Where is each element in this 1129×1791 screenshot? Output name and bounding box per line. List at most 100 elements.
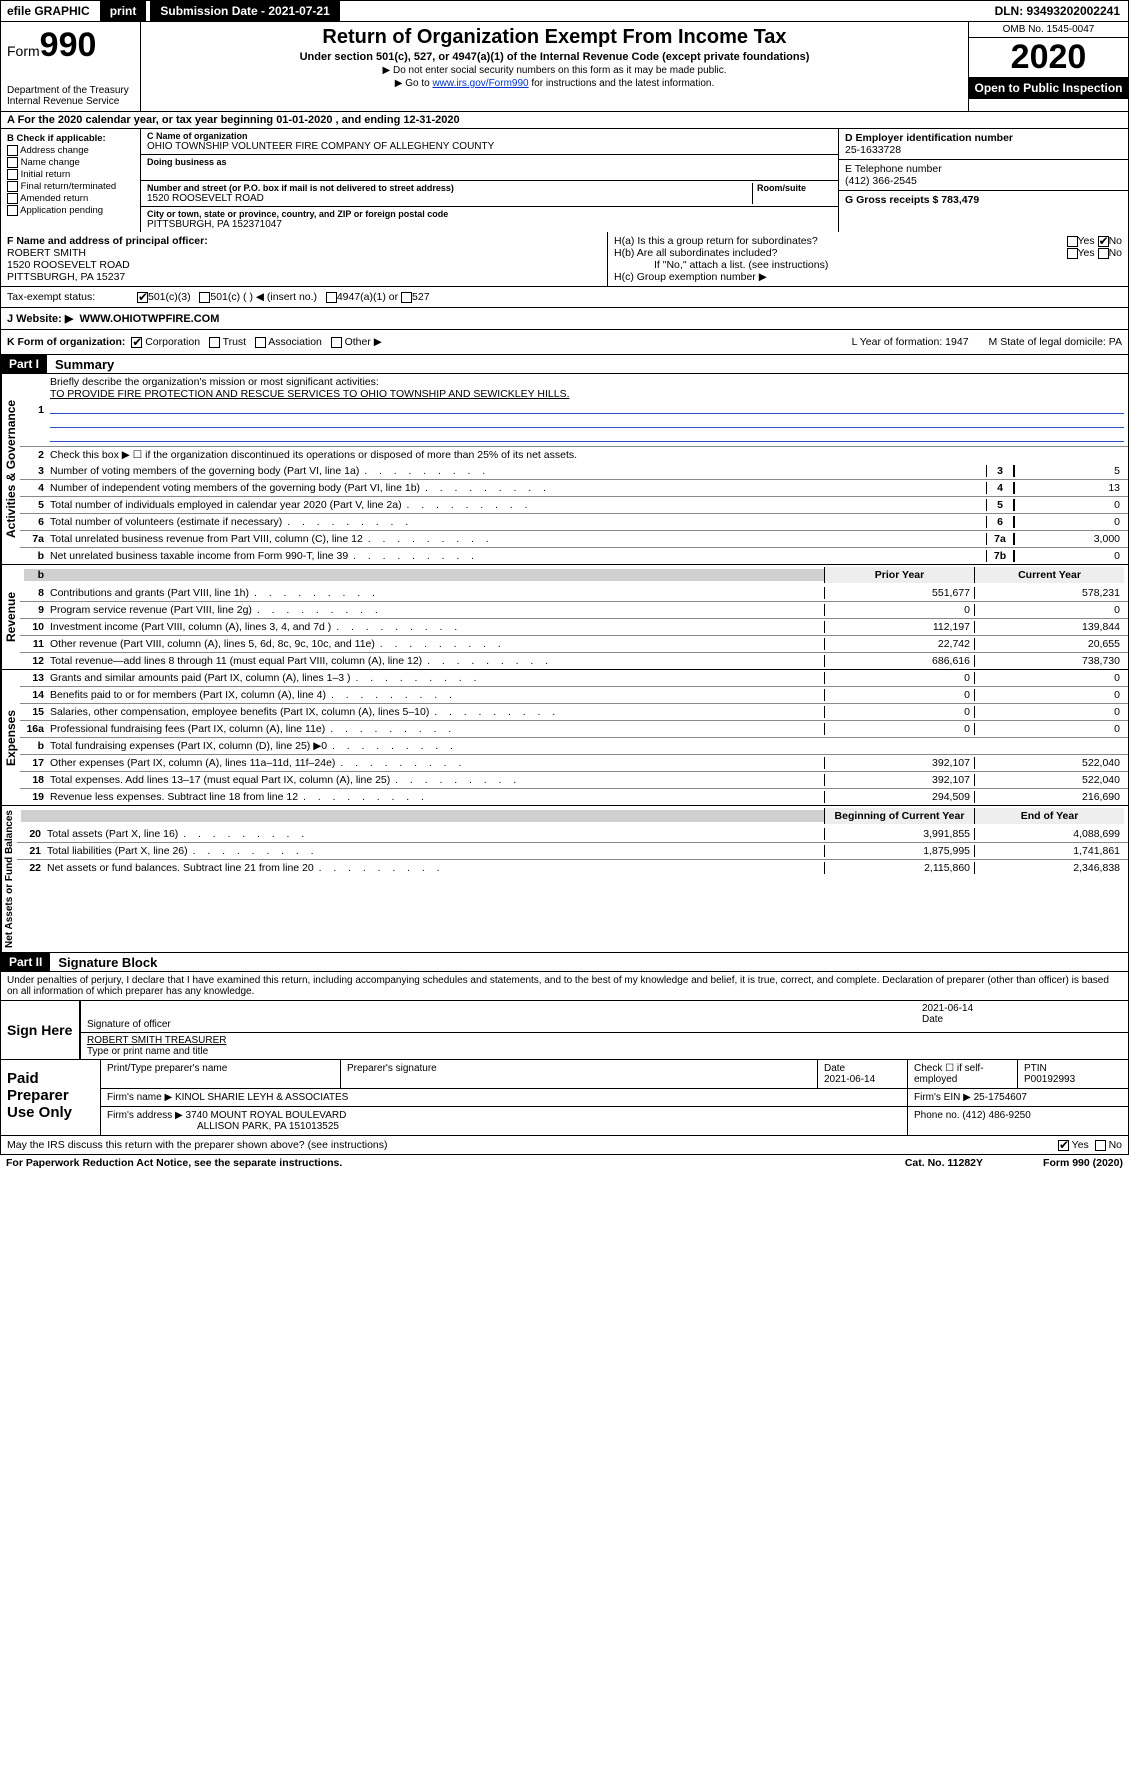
- prep-name-hdr: Print/Type preparer's name: [101, 1060, 341, 1088]
- bottom-note: For Paperwork Reduction Act Notice, see …: [0, 1155, 1129, 1171]
- chk-trust[interactable]: [209, 337, 220, 348]
- sig-date-label: Date: [922, 1014, 1122, 1025]
- gov-line-6: 6 Total number of volunteers (estimate i…: [20, 513, 1128, 530]
- begin-year-hdr: Beginning of Current Year: [824, 808, 974, 824]
- form-title: Return of Organization Exempt From Incom…: [147, 26, 962, 49]
- website-label: J Website: ▶: [7, 313, 73, 325]
- officer-addr: 1520 ROOSEVELT ROAD: [7, 259, 130, 271]
- exp-line-15: 15 Salaries, other compensation, employe…: [20, 703, 1128, 720]
- rev-line-10: 10 Investment income (Part VIII, column …: [20, 618, 1128, 635]
- room-label: Room/suite: [757, 183, 832, 193]
- ptin: P00192993: [1024, 1074, 1075, 1085]
- discuss-yes[interactable]: [1058, 1140, 1069, 1151]
- ein-label: D Employer identification number: [845, 132, 1013, 144]
- discuss-no[interactable]: [1095, 1140, 1106, 1151]
- net-line-22: 22 Net assets or fund balances. Subtract…: [17, 859, 1128, 876]
- governance-vlabel: Activities & Governance: [1, 374, 20, 564]
- sig-printed-name: ROBERT SMITH TREASURER: [87, 1035, 1122, 1046]
- part1-title: Summary: [47, 357, 114, 372]
- goto-prefix: ▶ Go to: [395, 78, 433, 89]
- chk-final-return[interactable]: Final return/terminated: [7, 181, 134, 192]
- exp-line-b: b Total fundraising expenses (Part IX, c…: [20, 737, 1128, 754]
- dept-label: Department of the Treasury: [7, 85, 134, 96]
- form-footer: Form 990 (2020): [1043, 1157, 1123, 1169]
- box-b: B Check if applicable: Address change Na…: [1, 129, 141, 232]
- phone-value: (412) 366-2545: [845, 175, 917, 187]
- part1-badge: Part I: [1, 355, 47, 373]
- omb-number: OMB No. 1545-0047: [969, 22, 1128, 38]
- expenses-vlabel: Expenses: [1, 670, 20, 805]
- header-center: Return of Organization Exempt From Incom…: [141, 22, 968, 111]
- exp-line-18: 18 Total expenses. Add lines 13–17 (must…: [20, 771, 1128, 788]
- exp-line-14: 14 Benefits paid to or for members (Part…: [20, 686, 1128, 703]
- chk-application-pending[interactable]: Application pending: [7, 205, 134, 216]
- rev-line-11: 11 Other revenue (Part VIII, column (A),…: [20, 635, 1128, 652]
- discuss-row: May the IRS discuss this return with the…: [0, 1136, 1129, 1155]
- firm-phone: (412) 486-9250: [962, 1110, 1030, 1121]
- net-line-21: 21 Total liabilities (Part X, line 26) 1…: [17, 842, 1128, 859]
- officer-name: ROBERT SMITH: [7, 247, 86, 259]
- form-note-ssn: ▶ Do not enter social security numbers o…: [147, 65, 962, 76]
- row-k: K Form of organization: Corporation Trus…: [0, 330, 1129, 355]
- h-c-label: H(c) Group exemption number ▶: [614, 271, 1122, 283]
- irs-link[interactable]: www.irs.gov/Form990: [432, 78, 528, 89]
- firm-addr2: ALLISON PARK, PA 151013525: [107, 1121, 339, 1132]
- line2-text: Check this box ▶ ☐ if the organization d…: [50, 449, 1124, 461]
- chk-amended-return[interactable]: Amended return: [7, 193, 134, 204]
- firm-name: KINOL SHARIE LEYH & ASSOCIATES: [175, 1092, 348, 1103]
- chk-initial-return[interactable]: Initial return: [7, 169, 134, 180]
- prep-date: 2021-06-14: [824, 1074, 875, 1085]
- chk-other[interactable]: [331, 337, 342, 348]
- website-value: WWW.OHIOTWPFIRE.COM: [79, 313, 219, 325]
- chk-corporation[interactable]: [131, 337, 142, 348]
- state-domicile: M State of legal domicile: PA: [989, 336, 1122, 348]
- chk-association[interactable]: [255, 337, 266, 348]
- print-button[interactable]: print: [100, 1, 147, 21]
- prep-selfemp: Check ☐ if self-employed: [908, 1060, 1018, 1088]
- firm-ein: 25-1754607: [974, 1092, 1027, 1103]
- chk-4947[interactable]: [326, 292, 337, 303]
- chk-address-change[interactable]: Address change: [7, 145, 134, 156]
- firm-addr1: 3740 MOUNT ROYAL BOULEVARD: [186, 1110, 347, 1121]
- sig-date: 2021-06-14: [922, 1003, 1122, 1014]
- gov-line-7a: 7a Total unrelated business revenue from…: [20, 530, 1128, 547]
- revenue-vlabel: Revenue: [1, 565, 20, 669]
- year-formation: L Year of formation: 1947: [852, 336, 969, 348]
- exp-line-16a: 16a Professional fundraising fees (Part …: [20, 720, 1128, 737]
- gov-line-3: 3 Number of voting members of the govern…: [20, 463, 1128, 479]
- dba-label: Doing business as: [147, 157, 832, 167]
- rev-line-8: 8 Contributions and grants (Part VIII, l…: [20, 585, 1128, 601]
- tax-status-label: Tax-exempt status:: [7, 291, 137, 303]
- box-h: H(a) Is this a group return for subordin…: [608, 232, 1128, 286]
- exp-line-13: 13 Grants and similar amounts paid (Part…: [20, 670, 1128, 686]
- row-fh: F Name and address of principal officer:…: [0, 232, 1129, 287]
- goto-suffix: for instructions and the latest informat…: [529, 78, 715, 89]
- part2-badge: Part II: [1, 953, 50, 971]
- submission-date-button[interactable]: Submission Date - 2021-07-21: [150, 1, 339, 21]
- phone-label: E Telephone number: [845, 163, 942, 175]
- netassets-section: Net Assets or Fund Balances Beginning of…: [0, 806, 1129, 953]
- efile-label: efile GRAPHIC: [1, 2, 96, 20]
- org-name: OHIO TOWNSHIP VOLUNTEER FIRE COMPANY OF …: [147, 141, 832, 152]
- part2-header: Part II Signature Block: [0, 953, 1129, 972]
- prior-year-hdr: Prior Year: [824, 567, 974, 583]
- street-address: 1520 ROOSEVELT ROAD: [147, 193, 752, 204]
- current-year-hdr: Current Year: [974, 567, 1124, 583]
- form-header: Form990 Department of the Treasury Inter…: [0, 22, 1129, 112]
- chk-527[interactable]: [401, 292, 412, 303]
- chk-501c[interactable]: [199, 292, 210, 303]
- exp-line-17: 17 Other expenses (Part IX, column (A), …: [20, 754, 1128, 771]
- gov-line-7b: b Net unrelated business taxable income …: [20, 547, 1128, 564]
- row-a-period: A For the 2020 calendar year, or tax yea…: [0, 112, 1129, 129]
- city-label: City or town, state or province, country…: [147, 209, 832, 219]
- tax-year: 2020: [969, 38, 1128, 77]
- chk-name-change[interactable]: Name change: [7, 157, 134, 168]
- box-c: C Name of organization OHIO TOWNSHIP VOL…: [141, 129, 838, 232]
- chk-501c3[interactable]: [137, 292, 148, 303]
- prep-sig-hdr: Preparer's signature: [341, 1060, 818, 1088]
- expenses-section: Expenses 13 Grants and similar amounts p…: [0, 670, 1129, 806]
- form-number: 990: [40, 26, 97, 64]
- net-line-20: 20 Total assets (Part X, line 16) 3,991,…: [17, 826, 1128, 842]
- perjury-statement: Under penalties of perjury, I declare th…: [0, 972, 1129, 1001]
- paperwork-note: For Paperwork Reduction Act Notice, see …: [6, 1157, 342, 1169]
